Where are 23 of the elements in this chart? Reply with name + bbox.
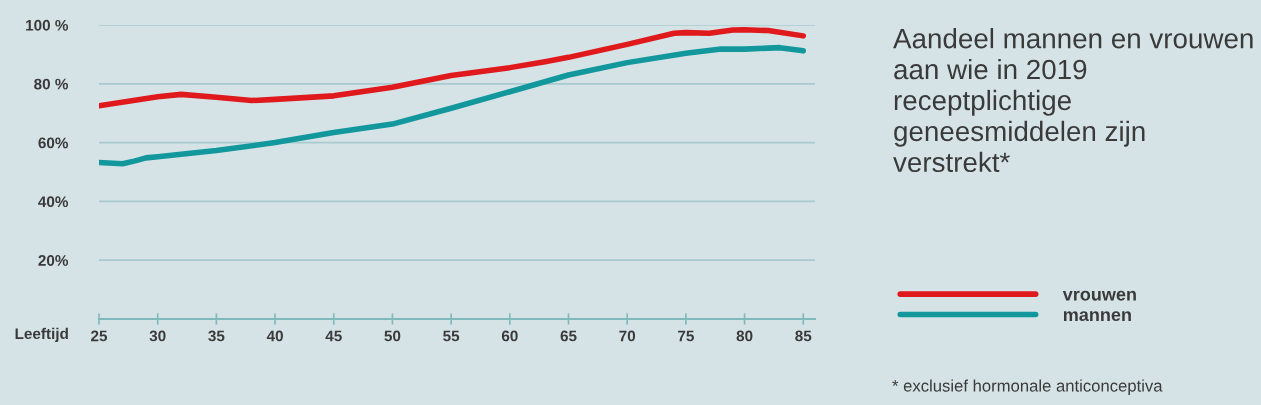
x-tick-label: 50 — [384, 330, 401, 342]
x-tick-label: 30 — [149, 330, 166, 342]
text: * exclusief hormonale anticonceptiva — [892, 379, 1163, 395]
y-tick-label: 40% — [38, 196, 69, 208]
x-tick-label: 85 — [795, 330, 812, 342]
x-tick-label: 40 — [266, 330, 283, 342]
text: Aandeel mannen en vrouwen aan wie in 2019 receptplichtige geneesmiddelen zijn verstrekt* — [893, 28, 1253, 173]
y-tick-label: 60% — [38, 137, 69, 149]
x-tick-label: 25 — [91, 330, 108, 342]
x-tick-label: 80 — [736, 330, 753, 342]
x-tick-label: 60 — [501, 330, 518, 342]
x-tick-label: 35 — [208, 330, 225, 342]
x-tick-label: 65 — [560, 330, 577, 342]
y-tick-label: 20% — [38, 255, 69, 266]
text: mannen — [1063, 311, 1131, 322]
text: vrouwen — [1062, 290, 1136, 301]
y-tick-label: 100 % — [26, 19, 69, 31]
x-tick-label: 75 — [678, 330, 694, 342]
x-tick-label: 55 — [443, 330, 460, 342]
y-tick-label: 80 % — [34, 78, 69, 90]
x-axis-title: Leeftijd — [15, 327, 68, 343]
x-tick-label: 70 — [619, 330, 636, 342]
x-tick-label: 45 — [325, 330, 342, 342]
